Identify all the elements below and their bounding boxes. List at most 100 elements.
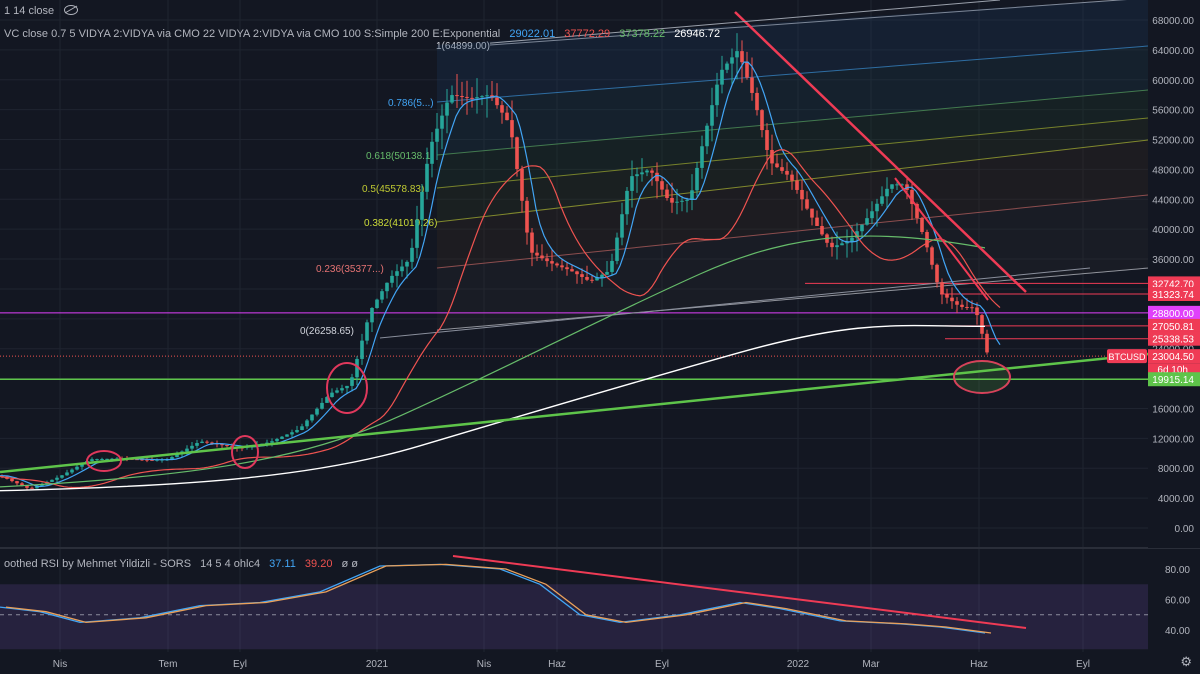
y-tick-2: 60000.00 [1152,76,1194,87]
fib-label-5: 0.236(35377...) [316,264,384,275]
candle-body [980,315,984,334]
ema-line [0,324,986,492]
y-tick-0: 68000.00 [1152,16,1194,27]
rsi-band [0,584,1148,650]
candle-body [915,203,919,218]
candle-body [820,226,824,235]
rsi-trendline [452,555,1027,629]
candle-body [535,252,539,256]
candle-body [800,189,804,200]
price-label-box-2 [1148,305,1200,320]
candle-body [510,120,514,138]
candle-body [605,271,609,275]
candle-body [280,436,284,439]
price-label-3: 27050.81 [1152,322,1194,333]
candle-body [475,97,479,99]
fib-label-4: 0.382(41019.26) [364,218,437,229]
fib-band-0 [437,0,1148,102]
y-tick-6: 44000.00 [1152,195,1194,206]
candle-body [205,441,209,443]
candle-body [335,390,339,393]
rsi-axis-bg [1148,549,1200,652]
price-axis-bg [1148,0,1200,548]
candle-body [815,217,819,227]
candle-body [265,442,269,444]
candle-body [880,196,884,204]
gear-icon[interactable]: ⚙ [1180,654,1192,669]
candle-body [790,174,794,181]
candle-body [145,459,149,461]
candle-body [465,96,469,98]
candle-body [910,189,914,204]
fib-label-2: 0.618(50138.1) [366,151,434,162]
eye-icon[interactable] [64,5,79,15]
candle-body [830,242,834,248]
x-tick-10: Eyl [1076,659,1090,670]
candle-body [645,170,649,173]
rsi-value-1: 37.11 [269,558,296,570]
candle-body [870,211,874,219]
candle-body [40,484,44,487]
candle-body [70,469,74,473]
candle-body [195,443,199,446]
candle-body [665,189,669,198]
price-label-4: 25338.53 [1152,335,1194,346]
x-tick-1: Tem [159,659,178,670]
candle-body [695,167,699,191]
candle-body [600,274,604,278]
candle-body [840,243,844,246]
rsi-params: 14 5 4 ohlc4 [200,558,261,570]
fib-band-5 [437,195,1148,330]
candle-body [505,112,509,121]
candle-body [780,167,784,171]
candle-body [140,459,144,461]
candle-body [755,92,759,111]
candle-body [315,408,319,415]
candle-body [985,333,989,353]
timeframe-label: 1 14 close [4,5,55,17]
candle-body [530,232,534,253]
candle-body [405,261,409,267]
candle-body [660,181,664,190]
ma-fast [0,61,1001,488]
header-row-0: 1 14 close [4,4,84,17]
candle-body [310,414,314,421]
candle-body [805,199,809,209]
symbol-tag-box [1107,349,1147,364]
price-label-1: 31323.74 [1152,290,1194,301]
candle-body [345,385,349,389]
rsi-value-2: 39.20 [304,558,333,570]
candle-body [550,261,554,264]
price-label-box-3 [1148,318,1200,333]
candle-body [855,231,859,238]
candle-body [50,479,54,482]
candle-body [295,429,299,433]
candle-body [210,442,214,444]
candle-body [615,237,619,261]
candle-body [300,426,304,430]
candle-body [10,478,14,482]
candle-body [480,96,484,98]
candle-body [20,483,24,486]
study-value-mid: 37772.29 [564,28,611,40]
highlight-circle-1 [231,435,259,469]
fib-top-line [489,0,1001,44]
y-tick-14: 12000.00 [1152,434,1194,445]
highlight-circle-0 [86,450,122,472]
candle-body [100,458,104,460]
candle-body [420,191,424,220]
candle-body [435,128,439,142]
candle-body [60,475,64,478]
candle-body [135,459,139,461]
time-axis: Nis Tem Eyl 2021 Nis Haz Eyl 2022 Mar Haz Eyl [0,652,1200,674]
x-tick-0: Nis [53,659,67,670]
candle-body [795,180,799,190]
highlight-fill [954,361,1010,393]
trendline-steep [894,177,989,301]
price-label-box-1 [1148,286,1200,301]
candle-body [320,402,324,409]
candle-body [765,130,769,150]
candle-body [640,172,644,175]
